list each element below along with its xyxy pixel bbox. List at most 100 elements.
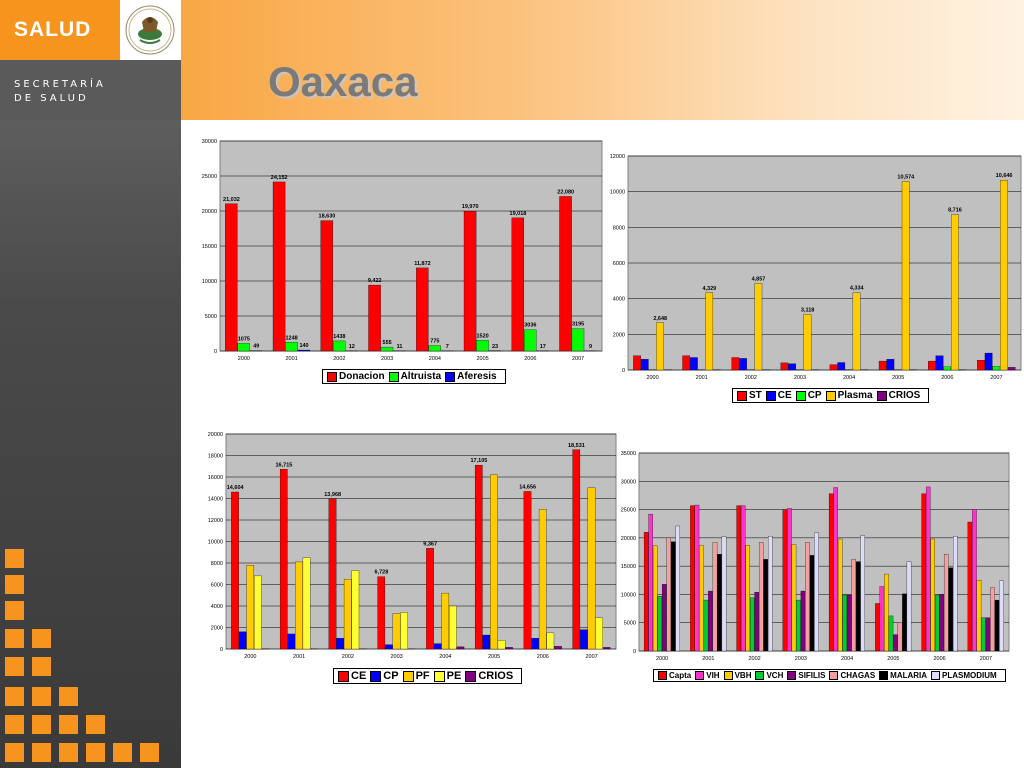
data-label: 9	[589, 344, 592, 350]
legend-label: Plasma	[837, 390, 873, 401]
y-tick-label: 18000	[208, 454, 223, 460]
bar-vih	[740, 505, 746, 652]
x-tick-label: 2006	[934, 656, 946, 662]
bar-ce	[640, 359, 649, 371]
bar-pf	[343, 578, 352, 650]
data-label: 2,648	[653, 316, 667, 322]
legend-label: VCH	[766, 671, 784, 680]
bar-crios	[505, 647, 513, 650]
data-label: 18,531	[568, 443, 585, 449]
y-tick-label: 0	[214, 349, 217, 355]
data-label: 11	[397, 344, 403, 350]
bar-ce	[572, 449, 581, 650]
y-tick-label: 20000	[208, 432, 223, 438]
legend-item: CRIOS	[465, 670, 513, 682]
bar-vbh	[791, 544, 797, 652]
bar-vch	[657, 595, 662, 652]
bar-altruista	[476, 340, 489, 352]
data-label: 555	[383, 340, 392, 346]
bar-ce	[279, 469, 288, 650]
bar-malaria	[994, 599, 1000, 652]
bar-vch	[981, 617, 986, 652]
data-label: 19,018	[510, 211, 527, 217]
bar-capta	[736, 505, 741, 652]
x-tick-label: 2001	[293, 654, 305, 660]
legend-item: VIH	[695, 671, 720, 680]
x-tick-label: 2006	[941, 375, 953, 381]
legend-label: Altruista	[400, 371, 442, 382]
bar-cp	[531, 638, 539, 650]
data-label: 3,118	[801, 307, 814, 313]
x-tick-label: 2001	[286, 356, 298, 362]
chart-legend: Capta VIH VBH VCH SIFILIS CHAGAS MALARIA PLASMO…	[653, 669, 1006, 682]
bar-vih	[787, 508, 792, 652]
decorative-square	[32, 687, 51, 706]
bar-vch	[842, 594, 847, 652]
chart-svg: 0 5000 10000 15000 20000 25000 30000 21,032 1075…	[202, 139, 603, 362]
decorative-square	[5, 715, 24, 734]
legend-item: MALARIA	[879, 671, 927, 680]
y-tick-label: 14000	[208, 497, 223, 503]
bar-pf	[392, 613, 401, 650]
legend-swatch	[338, 670, 349, 682]
x-tick-label: 2003	[795, 656, 807, 662]
decorative-square	[140, 743, 159, 762]
bar-pe	[254, 575, 262, 650]
bar-pf	[295, 561, 303, 650]
data-label: 21,032	[223, 197, 240, 203]
bar-donacion	[225, 203, 238, 352]
bar-pe	[302, 557, 311, 650]
bar-altruista	[428, 345, 441, 352]
legend-swatch	[755, 671, 765, 680]
bar-donacion	[368, 284, 381, 352]
legend-label: PLASMODIUM	[942, 671, 997, 680]
bar-chagas	[943, 554, 949, 652]
x-tick-label: 2005	[488, 654, 500, 660]
legend-swatch	[695, 671, 705, 680]
bar-chagas	[805, 542, 810, 652]
bar-capta	[690, 505, 695, 652]
bar-altruista	[380, 346, 394, 352]
bar-capta	[782, 509, 788, 652]
legend-label: CP	[807, 390, 822, 401]
bar-vbh	[652, 545, 658, 652]
y-tick-label: 10000	[610, 190, 625, 196]
y-tick-label: 4000	[613, 297, 625, 303]
bar-pe	[449, 605, 457, 650]
legend-label: CRIOS	[478, 670, 514, 682]
bar-st	[633, 355, 641, 371]
legend-label: Capta	[669, 671, 692, 680]
bar-cp	[385, 644, 393, 650]
bar-malaria	[855, 561, 861, 652]
bar-plasma	[1000, 179, 1008, 371]
y-tick-label: 0	[622, 368, 625, 374]
bar-plasmodium	[721, 536, 727, 652]
y-tick-label: 0	[633, 649, 636, 655]
bar-st	[829, 364, 838, 371]
data-label: 6,728	[375, 570, 389, 576]
decorative-square	[59, 715, 78, 734]
legend-label: PE	[446, 670, 462, 682]
y-tick-label: 5000	[205, 314, 217, 320]
legend-item: Altruista	[388, 371, 442, 382]
y-tick-label: 8000	[613, 225, 625, 231]
data-label: 3036	[524, 323, 536, 329]
bar-malaria	[670, 541, 676, 652]
bar-sifilis	[800, 590, 806, 652]
bar-ce	[474, 464, 483, 650]
bar-donacion	[559, 196, 572, 352]
bar-cp	[943, 366, 951, 371]
y-tick-label: 8000	[211, 561, 223, 567]
x-tick-label: 2005	[892, 375, 904, 381]
x-tick-label: 2000	[656, 656, 668, 662]
data-label: 17,105	[471, 458, 488, 464]
bar-cp	[433, 643, 442, 650]
bar-chagas	[990, 587, 995, 652]
x-tick-label: 2007	[586, 654, 598, 660]
y-tick-label: 5000	[624, 621, 636, 627]
legend-item: Aferesis	[445, 371, 497, 382]
page-title: Oaxaca	[268, 58, 418, 105]
decorative-square	[86, 715, 105, 734]
bar-crios	[554, 646, 562, 650]
bar-cp	[287, 633, 296, 650]
